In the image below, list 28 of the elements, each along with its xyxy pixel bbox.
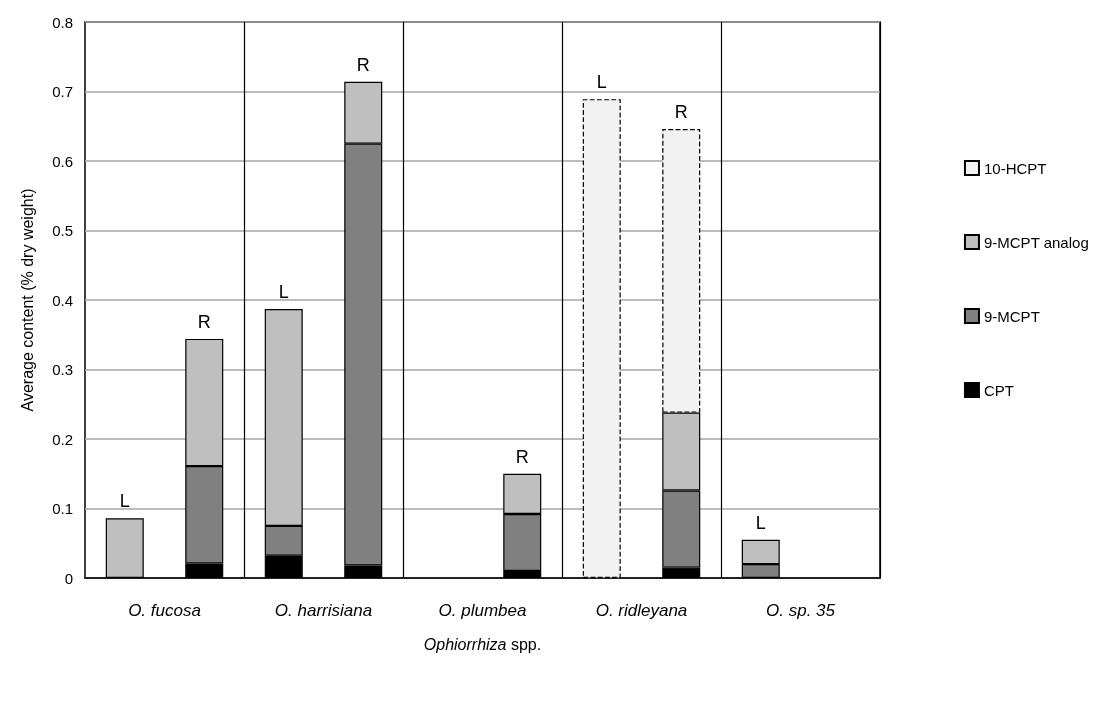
legend-label: 9-MCPT analog — [983, 233, 1089, 251]
y-axis-title: Average content (% dry weight) — [18, 188, 36, 412]
y-tick-label: 0.6 — [52, 152, 73, 170]
y-tick-label: 0.5 — [52, 222, 73, 239]
x-tick-label: R — [515, 446, 529, 467]
text: O. plumbea — [438, 600, 527, 620]
legend-label: CPT — [983, 381, 1014, 399]
y-tick-label: 0.8 — [52, 13, 73, 31]
legend-label: 10-HCPT — [983, 159, 1047, 177]
y-tick-label: 0.2 — [52, 430, 73, 448]
x-tick-label: L — [596, 72, 607, 93]
y-tick-label: 0.7 — [52, 83, 73, 100]
y-tick-label: 0.4 — [52, 291, 73, 309]
x-tick-label: R — [197, 311, 211, 332]
legend-label: 9-MCPT — [983, 307, 1040, 325]
text: O. harrisiana — [274, 600, 373, 620]
text: O. sp. 35 — [766, 600, 836, 620]
x-tick-label: L — [119, 491, 130, 512]
x-tick-label: L — [278, 282, 289, 303]
x-tick-label: R — [674, 102, 688, 123]
y-tick-label: 0 — [64, 569, 73, 587]
y-tick-label: 0.3 — [52, 361, 73, 378]
y-tick-label: 0.1 — [52, 500, 73, 517]
text: O. ridleyana — [595, 600, 688, 620]
x-tick-label: R — [356, 54, 370, 75]
text: O. fucosa — [128, 600, 201, 620]
x-tick-label: L — [755, 512, 766, 533]
x-axis-title: Ophiorrhiza spp. — [423, 635, 542, 653]
